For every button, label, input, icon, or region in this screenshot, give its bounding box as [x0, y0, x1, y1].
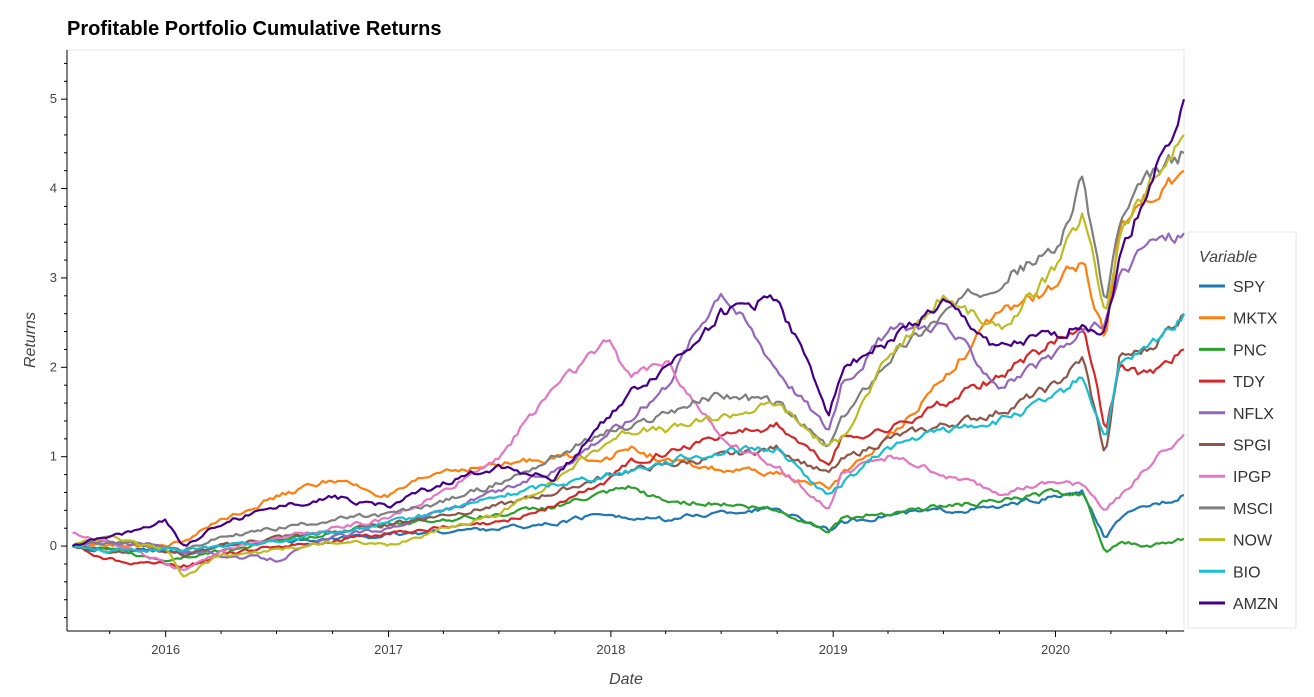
legend-label: MKTX: [1233, 311, 1278, 328]
legend-label: AMZN: [1233, 596, 1278, 613]
legend-label: NFLX: [1233, 406, 1274, 423]
legend: Variable SPY MKTX PNC TDY NFLX SPGI IPGP MSCI NO…: [1187, 231, 1297, 629]
legend-item-spy: SPY: [1199, 279, 1265, 296]
series-line-now: [71, 134, 1185, 578]
legend-label: SPY: [1233, 279, 1265, 296]
legend-item-now: NOW: [1199, 533, 1273, 550]
y-tick-label: 4: [50, 181, 57, 196]
y-tick-label: 2: [50, 359, 57, 374]
legend-item-nflx: NFLX: [1199, 406, 1274, 423]
legend-label: TDY: [1233, 374, 1265, 391]
legend-item-ipgp: IPGP: [1199, 469, 1271, 486]
legend-label: SPGI: [1233, 438, 1271, 455]
axes-layer: 0 1 2 3 4 5 2016 2017 2018 2019 2020: [50, 50, 1184, 657]
y-axis-label: Returns: [22, 312, 39, 368]
legend-label: MSCI: [1233, 501, 1273, 518]
legend-title: Variable: [1199, 249, 1257, 266]
y-tick-label: 3: [50, 270, 57, 285]
y-tick-label: 0: [50, 538, 57, 553]
y-tick-label: 5: [50, 91, 57, 106]
series-line-ipgp: [72, 339, 1185, 572]
legend-item-spgi: SPGI: [1199, 438, 1271, 455]
x-tick-label: 2016: [151, 642, 180, 657]
legend-item-amzn: AMZN: [1199, 596, 1278, 613]
x-tick-label: 2020: [1041, 642, 1070, 657]
legend-item-pnc: PNC: [1199, 342, 1267, 359]
series-line-tdy: [72, 327, 1185, 569]
y-tick-label: 1: [50, 449, 57, 464]
series-line-pnc: [72, 485, 1185, 563]
legend-frame: [1187, 231, 1297, 629]
series-layer: [71, 98, 1186, 578]
x-tick-label: 2017: [374, 642, 403, 657]
chart-title: Profitable Portfolio Cumulative Returns: [67, 18, 442, 40]
series-line-nflx: [72, 232, 1185, 563]
legend-item-tdy: TDY: [1199, 374, 1265, 391]
x-tick-label: 2019: [819, 642, 848, 657]
series-line-msci: [72, 150, 1185, 553]
series-line-amzn: [71, 98, 1186, 548]
series-line-mktx: [71, 169, 1185, 549]
legend-label: BIO: [1233, 564, 1261, 581]
legend-label: IPGP: [1233, 469, 1271, 486]
legend-label: PNC: [1233, 342, 1267, 359]
legend-item-msci: MSCI: [1199, 501, 1273, 518]
legend-label: NOW: [1233, 533, 1273, 550]
x-tick-label: 2018: [596, 642, 625, 657]
series-line-bio: [72, 313, 1186, 554]
x-axis-label: Date: [609, 671, 643, 688]
legend-item-bio: BIO: [1199, 564, 1261, 581]
legend-item-mktx: MKTX: [1199, 311, 1278, 328]
